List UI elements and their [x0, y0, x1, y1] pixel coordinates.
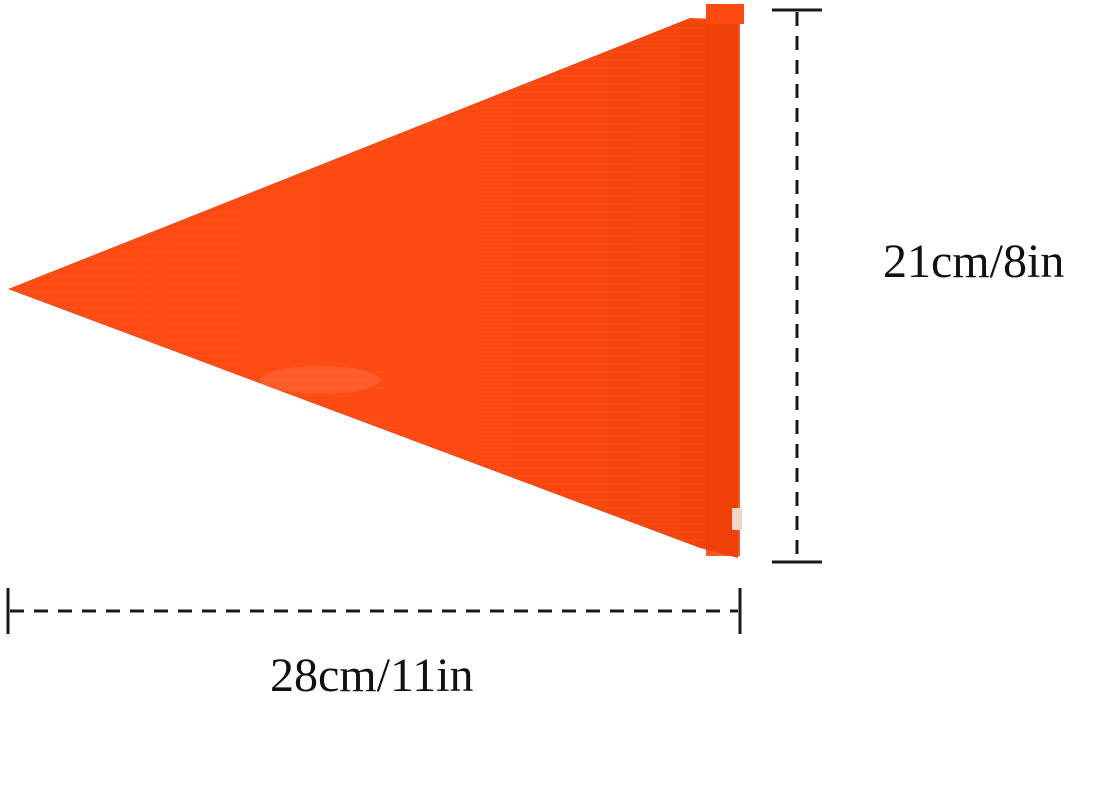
height-label: 21cm/8in [883, 235, 1065, 288]
flag-texture [8, 18, 738, 558]
width-label: 28cm/11in [270, 649, 474, 702]
flag-sleeve-top [706, 4, 744, 24]
flag-tag [732, 508, 742, 530]
width-dimension-line [6, 588, 742, 634]
flag-sleeve [706, 6, 740, 556]
flag-glare [260, 366, 380, 394]
height-dimension-line [772, 8, 822, 564]
